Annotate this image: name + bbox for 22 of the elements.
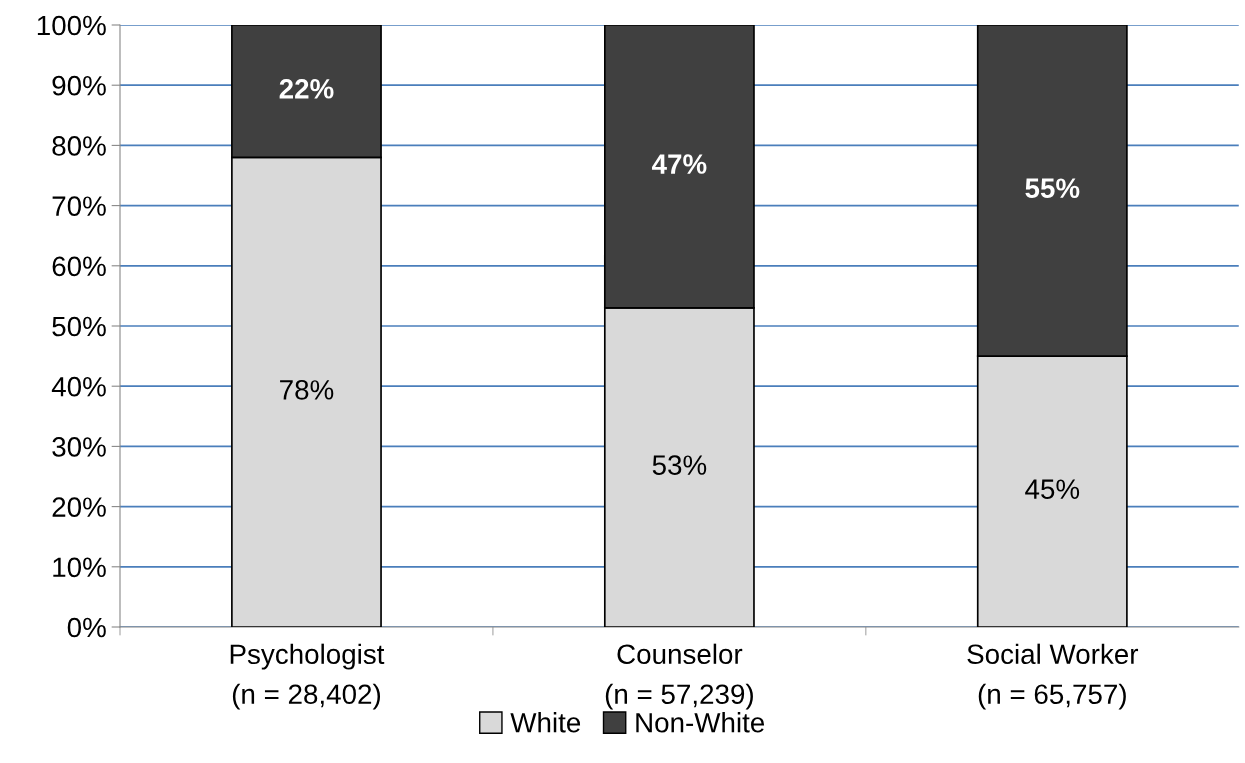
y-tick-label: 60% <box>52 256 106 277</box>
y-tick-label: 30% <box>52 437 106 457</box>
data-label: 53% <box>652 455 707 475</box>
y-tick-label: 10% <box>53 557 106 578</box>
y-tick-label: 80% <box>52 136 106 156</box>
y-tick-label: 40% <box>51 376 106 397</box>
y-tick-label: 20% <box>52 497 106 517</box>
legend-label: Non-White <box>636 712 765 733</box>
data-label: 78% <box>280 380 334 400</box>
y-tick-label: 70% <box>52 196 106 216</box>
y-tick-label: 50% <box>52 316 106 337</box>
data-label: 45% <box>1025 479 1080 500</box>
x-tick-label: Social Worker (n = 65,757) <box>967 643 1139 710</box>
data-label: 22% <box>279 79 334 99</box>
data-label: 55% <box>1025 178 1080 199</box>
data-label: 47% <box>652 154 707 174</box>
x-tick-label: Psychologist (n = 28,402) <box>230 643 385 710</box>
y-tick-label: 100% <box>37 15 106 36</box>
y-tick-label: 90% <box>52 75 106 96</box>
y-tick-label: 0% <box>67 617 106 638</box>
x-tick-label: Counselor (n = 57,239) <box>605 643 753 710</box>
legend-label: White <box>510 712 581 733</box>
